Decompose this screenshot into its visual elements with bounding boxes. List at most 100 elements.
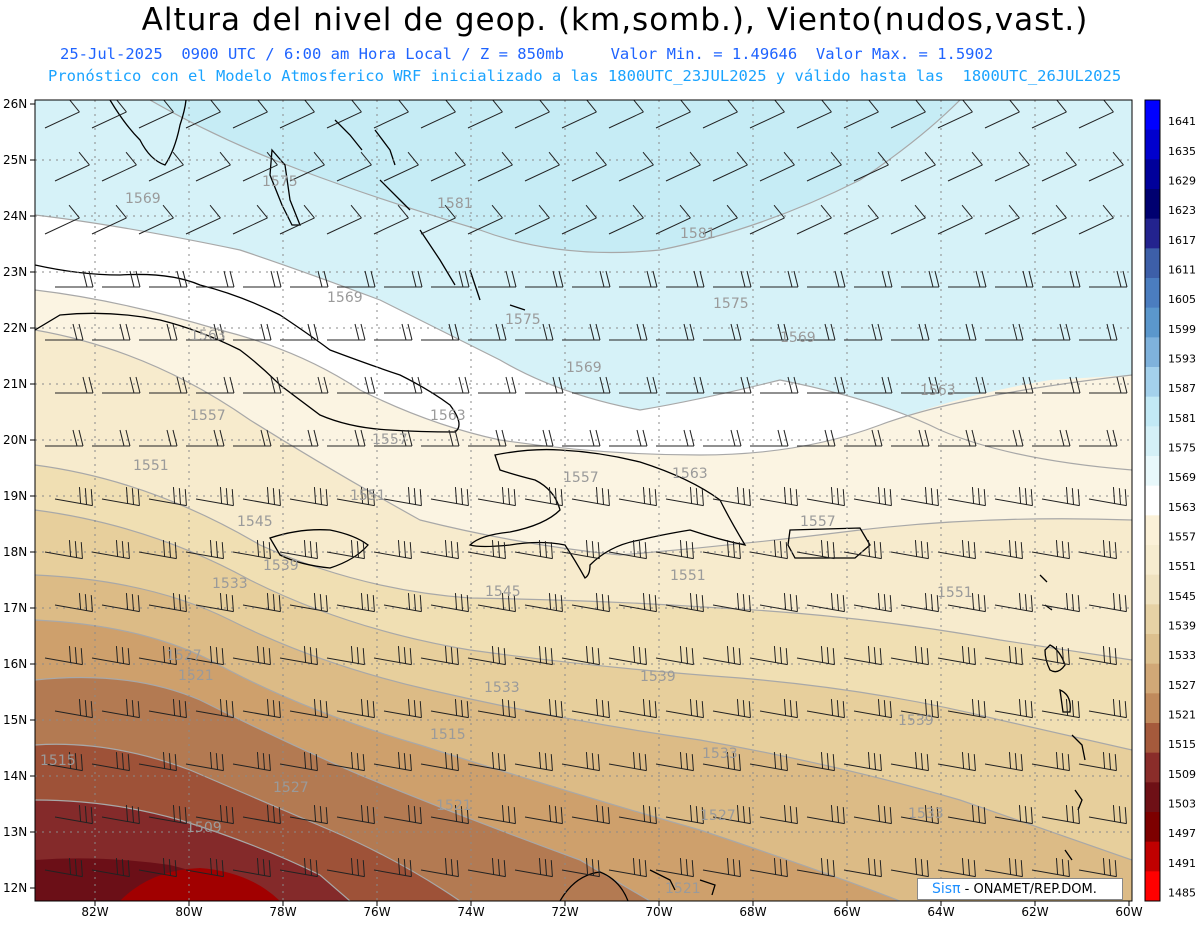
wind-barb bbox=[900, 699, 939, 719]
contour-label: 1545 bbox=[237, 514, 273, 530]
wind-barb bbox=[468, 429, 507, 447]
wind-barb bbox=[854, 376, 893, 394]
colorbar-swatch bbox=[1145, 456, 1160, 487]
wind-barb bbox=[101, 699, 140, 719]
wind-barb bbox=[1032, 323, 1071, 341]
wind-barb bbox=[1042, 376, 1081, 394]
contour-lines bbox=[35, 100, 1132, 901]
wind-barb bbox=[195, 151, 231, 182]
wind-barb bbox=[280, 429, 319, 447]
contour-label: 1569 bbox=[327, 290, 363, 306]
wind-barb bbox=[232, 100, 268, 129]
wind-barb bbox=[55, 376, 94, 394]
wind-barb bbox=[373, 752, 412, 772]
contour-label: 1533 bbox=[212, 576, 248, 592]
colorbar-label: 1551 bbox=[1168, 560, 1196, 573]
wind-barb bbox=[572, 376, 611, 394]
contour-label: 1539 bbox=[898, 713, 934, 729]
colorbar-swatch bbox=[1145, 634, 1160, 665]
wind-barb bbox=[430, 487, 469, 507]
wind-barb bbox=[289, 805, 328, 825]
wind-barb bbox=[843, 204, 879, 235]
wind-barb bbox=[561, 540, 600, 560]
contour-label: 1575 bbox=[262, 174, 298, 190]
wind-barb bbox=[947, 487, 986, 507]
map-frame bbox=[34, 99, 1133, 902]
wind-barb bbox=[655, 540, 694, 560]
wind-barb bbox=[45, 323, 84, 341]
lon-axis-labels: 82W 80W 78W 76W 74W 72W 70W 68W 66W 64W 62W 60W bbox=[81, 905, 1142, 919]
wind-barb bbox=[901, 376, 940, 394]
wind-barb bbox=[712, 699, 751, 719]
colorbar-swatch bbox=[1145, 545, 1160, 576]
lon-label: 76W bbox=[363, 905, 390, 919]
colorbar-swatch bbox=[1145, 841, 1160, 872]
wind-barb bbox=[608, 100, 644, 129]
wind-barb bbox=[890, 204, 926, 235]
wind-barb bbox=[655, 100, 691, 129]
wind-barb bbox=[1078, 100, 1114, 129]
wind-barb bbox=[806, 487, 845, 507]
wind-barb bbox=[994, 805, 1033, 825]
wind-barb bbox=[149, 270, 188, 288]
wind-barb bbox=[279, 858, 318, 878]
forecast-time-line: 25-Jul-2025 0900 UTC / 6:00 am Hora Loca… bbox=[60, 45, 994, 63]
wind-barb bbox=[702, 540, 741, 560]
wind-barb bbox=[44, 100, 80, 129]
wind-barb bbox=[947, 593, 986, 613]
wind-barb bbox=[242, 699, 281, 719]
wind-barb bbox=[947, 151, 983, 182]
wind-barb bbox=[1088, 699, 1127, 719]
wind-barb bbox=[609, 429, 648, 447]
wind-barb bbox=[185, 100, 221, 129]
wind-barb bbox=[995, 376, 1034, 394]
lat-label: 24N bbox=[3, 209, 27, 223]
wind-barb bbox=[703, 429, 742, 447]
bahamas-andros bbox=[269, 148, 301, 226]
lon-label: 80W bbox=[175, 905, 202, 919]
wind-barb bbox=[665, 805, 704, 825]
wind-barb bbox=[1078, 540, 1117, 560]
contour-label: 1515 bbox=[430, 727, 466, 743]
wind-barb bbox=[759, 699, 798, 719]
wind-barb bbox=[619, 270, 658, 288]
wind-barb bbox=[45, 429, 84, 447]
wind-barb bbox=[561, 100, 597, 129]
wind-barb bbox=[843, 752, 882, 772]
wind-barb bbox=[796, 100, 832, 129]
wind-barb bbox=[373, 204, 409, 235]
wind-barb bbox=[844, 323, 883, 341]
colorbar-label: 1605 bbox=[1168, 293, 1196, 306]
shade-1497 bbox=[120, 868, 280, 901]
wind-barb bbox=[44, 540, 83, 560]
cuba-coast bbox=[35, 264, 460, 433]
wind-barb bbox=[900, 805, 939, 825]
wind-barb bbox=[937, 204, 973, 235]
lon-label: 68W bbox=[739, 905, 766, 919]
wind-barb bbox=[336, 593, 375, 613]
colorbar-swatch bbox=[1145, 871, 1160, 902]
wind-barb bbox=[571, 151, 607, 182]
contour-label: 1569 bbox=[566, 360, 602, 376]
colorbar-swatch bbox=[1145, 574, 1160, 605]
wind-barb bbox=[749, 100, 785, 129]
wind-barb bbox=[383, 805, 422, 825]
colorbar: 1641 1635 1629 1623 1617 1611 1605 1599 1593 1587… bbox=[1144, 99, 1196, 902]
wind-barb bbox=[890, 540, 929, 560]
wind-barb bbox=[994, 487, 1033, 507]
wind-barb bbox=[655, 858, 694, 878]
wind-barb bbox=[750, 323, 789, 341]
wind-barb bbox=[91, 540, 130, 560]
wind-barb bbox=[420, 540, 459, 560]
wind-barb bbox=[467, 204, 503, 235]
contour-label: 1551 bbox=[937, 585, 973, 601]
colorbar-label: 1509 bbox=[1168, 768, 1196, 781]
contour-label: 1581 bbox=[680, 226, 716, 242]
colorbar-swatch bbox=[1145, 723, 1160, 754]
wind-barb bbox=[420, 100, 456, 129]
colorbar-swatch bbox=[1145, 367, 1160, 398]
wind-barb bbox=[421, 323, 460, 341]
wind-barb bbox=[185, 646, 224, 666]
wind-barb bbox=[289, 487, 328, 507]
